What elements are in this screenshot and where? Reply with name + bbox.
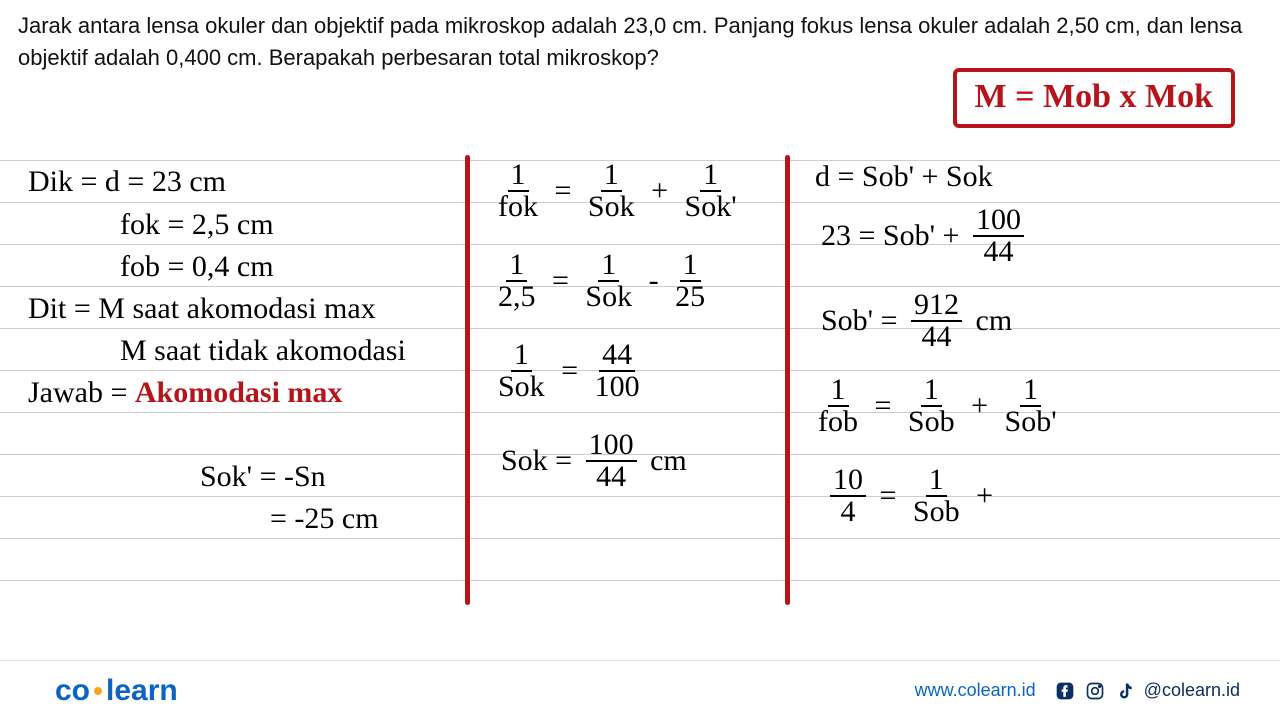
vertical-divider-2 (785, 155, 790, 605)
dit-line2: M saat tidak akomodasi (120, 334, 406, 368)
question-text: Jarak antara lensa okuler dan objektif p… (18, 10, 1262, 74)
dit-label: Dit = M saat akomodasi max (28, 292, 376, 326)
col3-d23: 23 = Sob' + 10044 (815, 205, 1024, 267)
col3-sobp: Sob' = 91244 cm (815, 290, 1018, 352)
instagram-icon (1084, 680, 1106, 702)
sokprime-val: = -25 cm (270, 502, 379, 536)
col2-eq2: 12,5 = 1Sok - 125 (495, 250, 708, 312)
col2-eq3: 1Sok = 44100 (495, 340, 643, 402)
formula-text: M = Mob x Mok (975, 78, 1213, 115)
col3-last: 104 = 1Sob + (830, 465, 999, 527)
facebook-icon (1054, 680, 1076, 702)
vertical-divider-1 (465, 155, 470, 605)
col2-eq1: 1fok = 1Sok + 1Sok' (495, 160, 740, 222)
social-icons: @colearn.id (1054, 680, 1240, 702)
jawab-red: Akomodasi max (135, 376, 343, 409)
fob-value: fob = 0,4 cm (120, 250, 274, 284)
brand-dot-icon (94, 687, 102, 695)
footer-url: www.colearn.id (915, 680, 1036, 701)
col2-eq4: Sok = 10044 cm (495, 430, 693, 492)
dik-label: Dik = d = 23 cm (28, 165, 226, 199)
footer: colearn www.colearn.id @colearn.id (0, 660, 1280, 720)
col3-d-eq: d = Sob' + Sok (815, 160, 993, 194)
sokprime-eq: Sok' = -Sn (200, 460, 326, 494)
fok-value: fok = 2,5 cm (120, 208, 274, 242)
social-handle: @colearn.id (1144, 680, 1240, 701)
jawab-label: Jawab = Akomodasi max (28, 376, 342, 410)
formula-box: M = Mob x Mok (953, 68, 1235, 128)
col3-lens: 1fob = 1Sob + 1Sob' (815, 375, 1060, 437)
brand-logo: colearn (55, 674, 178, 708)
tiktok-icon (1114, 680, 1136, 702)
